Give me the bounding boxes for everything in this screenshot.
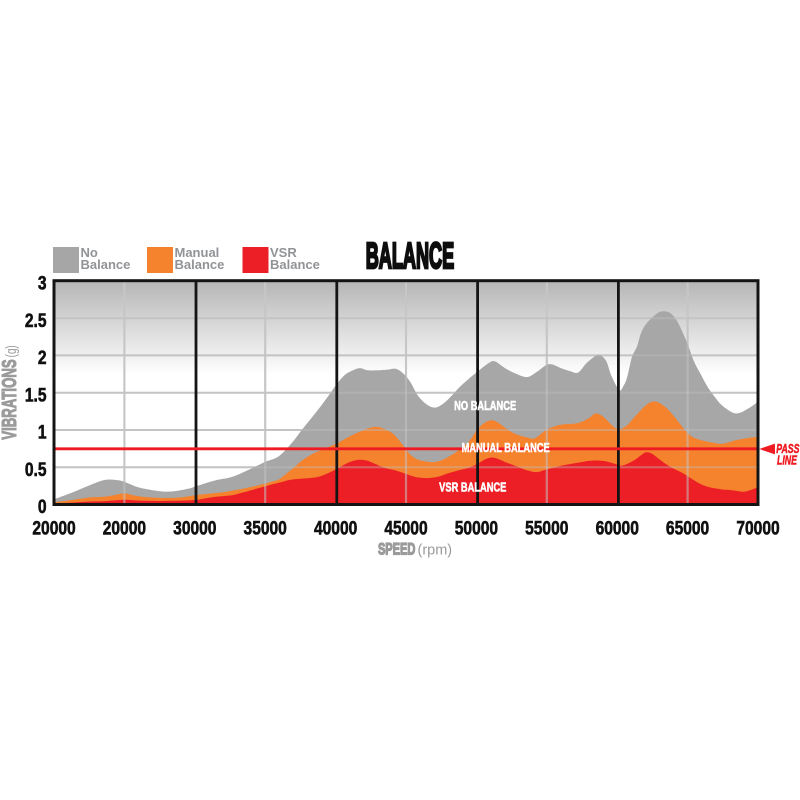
svg-text:65000: 65000 — [666, 517, 709, 539]
svg-text:(rpm): (rpm) — [418, 543, 453, 559]
svg-text:40000: 40000 — [314, 517, 357, 539]
svg-text:3: 3 — [38, 272, 47, 294]
svg-text:50000: 50000 — [455, 517, 498, 539]
svg-text:BALANCE: BALANCE — [366, 236, 455, 276]
svg-text:2.5: 2.5 — [25, 309, 47, 331]
svg-text:VSR BALANCE: VSR BALANCE — [439, 481, 506, 495]
svg-text:Manual: Manual — [175, 245, 220, 260]
svg-text:SPEED: SPEED — [378, 539, 415, 558]
svg-text:20000: 20000 — [32, 517, 75, 539]
svg-text:2: 2 — [38, 347, 47, 369]
svg-text:Balance: Balance — [175, 257, 225, 272]
svg-text:30000: 30000 — [173, 517, 216, 539]
svg-text:PASS: PASS — [776, 442, 800, 456]
svg-text:55000: 55000 — [525, 517, 568, 539]
svg-text:Balance: Balance — [81, 257, 131, 272]
svg-text:70000: 70000 — [736, 517, 779, 539]
svg-text:20000: 20000 — [103, 517, 146, 539]
svg-text:35000: 35000 — [244, 517, 287, 539]
svg-text:60000: 60000 — [596, 517, 639, 539]
svg-text:0.5: 0.5 — [25, 458, 47, 480]
svg-text:No: No — [81, 245, 98, 260]
svg-text:1.5: 1.5 — [25, 384, 47, 406]
svg-text:NO BALANCE: NO BALANCE — [454, 400, 516, 414]
svg-text:45000: 45000 — [384, 517, 427, 539]
svg-text:LINE: LINE — [777, 454, 798, 468]
svg-text:VSR: VSR — [270, 245, 297, 260]
svg-text:MANUAL BALANCE: MANUAL BALANCE — [462, 442, 550, 456]
svg-text:VIBRATIONS (g): VIBRATIONS (g) — [0, 345, 21, 439]
svg-text:1: 1 — [38, 421, 47, 443]
svg-text:Balance: Balance — [270, 257, 320, 272]
svg-text:0: 0 — [38, 496, 47, 518]
